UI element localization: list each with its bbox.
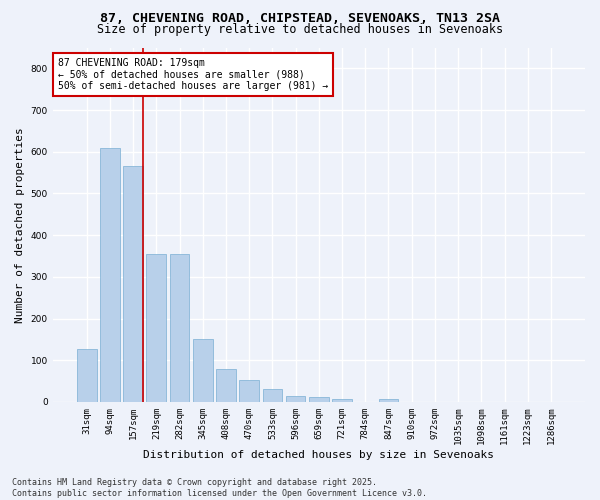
Bar	[100, 148, 120, 402]
Bar	[216, 370, 236, 402]
Bar	[77, 348, 97, 402]
Bar	[123, 166, 143, 402]
Bar	[146, 254, 166, 402]
Text: 87, CHEVENING ROAD, CHIPSTEAD, SEVENOAKS, TN13 2SA: 87, CHEVENING ROAD, CHIPSTEAD, SEVENOAKS…	[100, 12, 500, 26]
Bar	[379, 400, 398, 402]
Text: Size of property relative to detached houses in Sevenoaks: Size of property relative to detached ho…	[97, 22, 503, 36]
Y-axis label: Number of detached properties: Number of detached properties	[15, 127, 25, 322]
X-axis label: Distribution of detached houses by size in Sevenoaks: Distribution of detached houses by size …	[143, 450, 494, 460]
Text: Contains HM Land Registry data © Crown copyright and database right 2025.
Contai: Contains HM Land Registry data © Crown c…	[12, 478, 427, 498]
Text: 87 CHEVENING ROAD: 179sqm
← 50% of detached houses are smaller (988)
50% of semi: 87 CHEVENING ROAD: 179sqm ← 50% of detac…	[58, 58, 328, 92]
Bar	[309, 396, 329, 402]
Bar	[332, 399, 352, 402]
Bar	[193, 340, 212, 402]
Bar	[286, 396, 305, 402]
Bar	[170, 254, 190, 402]
Bar	[263, 388, 282, 402]
Bar	[239, 380, 259, 402]
